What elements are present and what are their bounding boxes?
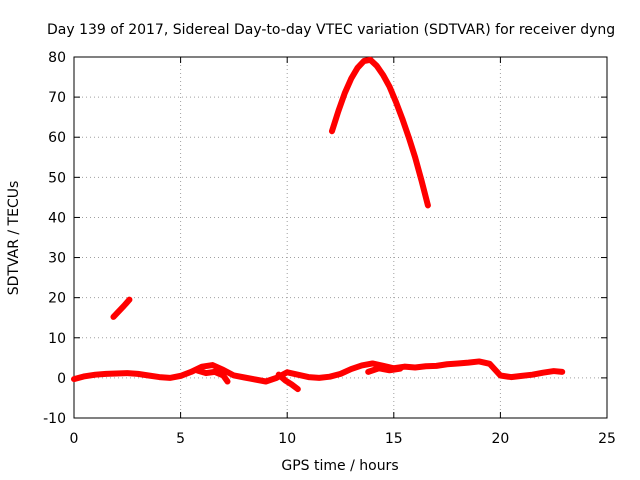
y-tick-label: 70 [48,90,66,106]
x-tick-label: 25 [598,431,616,447]
y-tick-label: 30 [48,251,66,267]
series-line-baseline-track-secondary [194,367,231,385]
x-tick-label: 10 [278,431,296,447]
y-tick-label: -10 [43,411,66,427]
series-line-baseline-track [71,358,566,385]
x-axis-label: GPS time / hours [281,458,398,474]
y-axis-label: SDTVAR / TECUs [6,181,22,296]
series-line-baseline-track-dip [275,371,301,393]
chart-title: Day 139 of 2017, Sidereal Day-to-day VTE… [47,22,615,38]
y-tick-label: 0 [57,371,66,387]
x-tick-label: 20 [491,431,509,447]
tick-marks [73,56,608,419]
y-tick-label: 80 [48,50,66,66]
series-layer [71,56,566,393]
x-tick-label: 0 [70,431,79,447]
y-tick-label: 40 [48,210,66,226]
y-tick-label: 50 [48,170,66,186]
series-line-arc-segment [328,56,431,209]
plot-frame [73,56,608,419]
series-line-baseline-track-dip-2 [365,365,404,375]
y-tick-label: 60 [48,130,66,146]
series-line-short-segment [110,296,133,320]
y-tick-label: 20 [48,291,66,307]
x-tick-label: 15 [385,431,403,447]
y-tick-label: 10 [48,331,66,347]
x-tick-label: 5 [176,431,185,447]
